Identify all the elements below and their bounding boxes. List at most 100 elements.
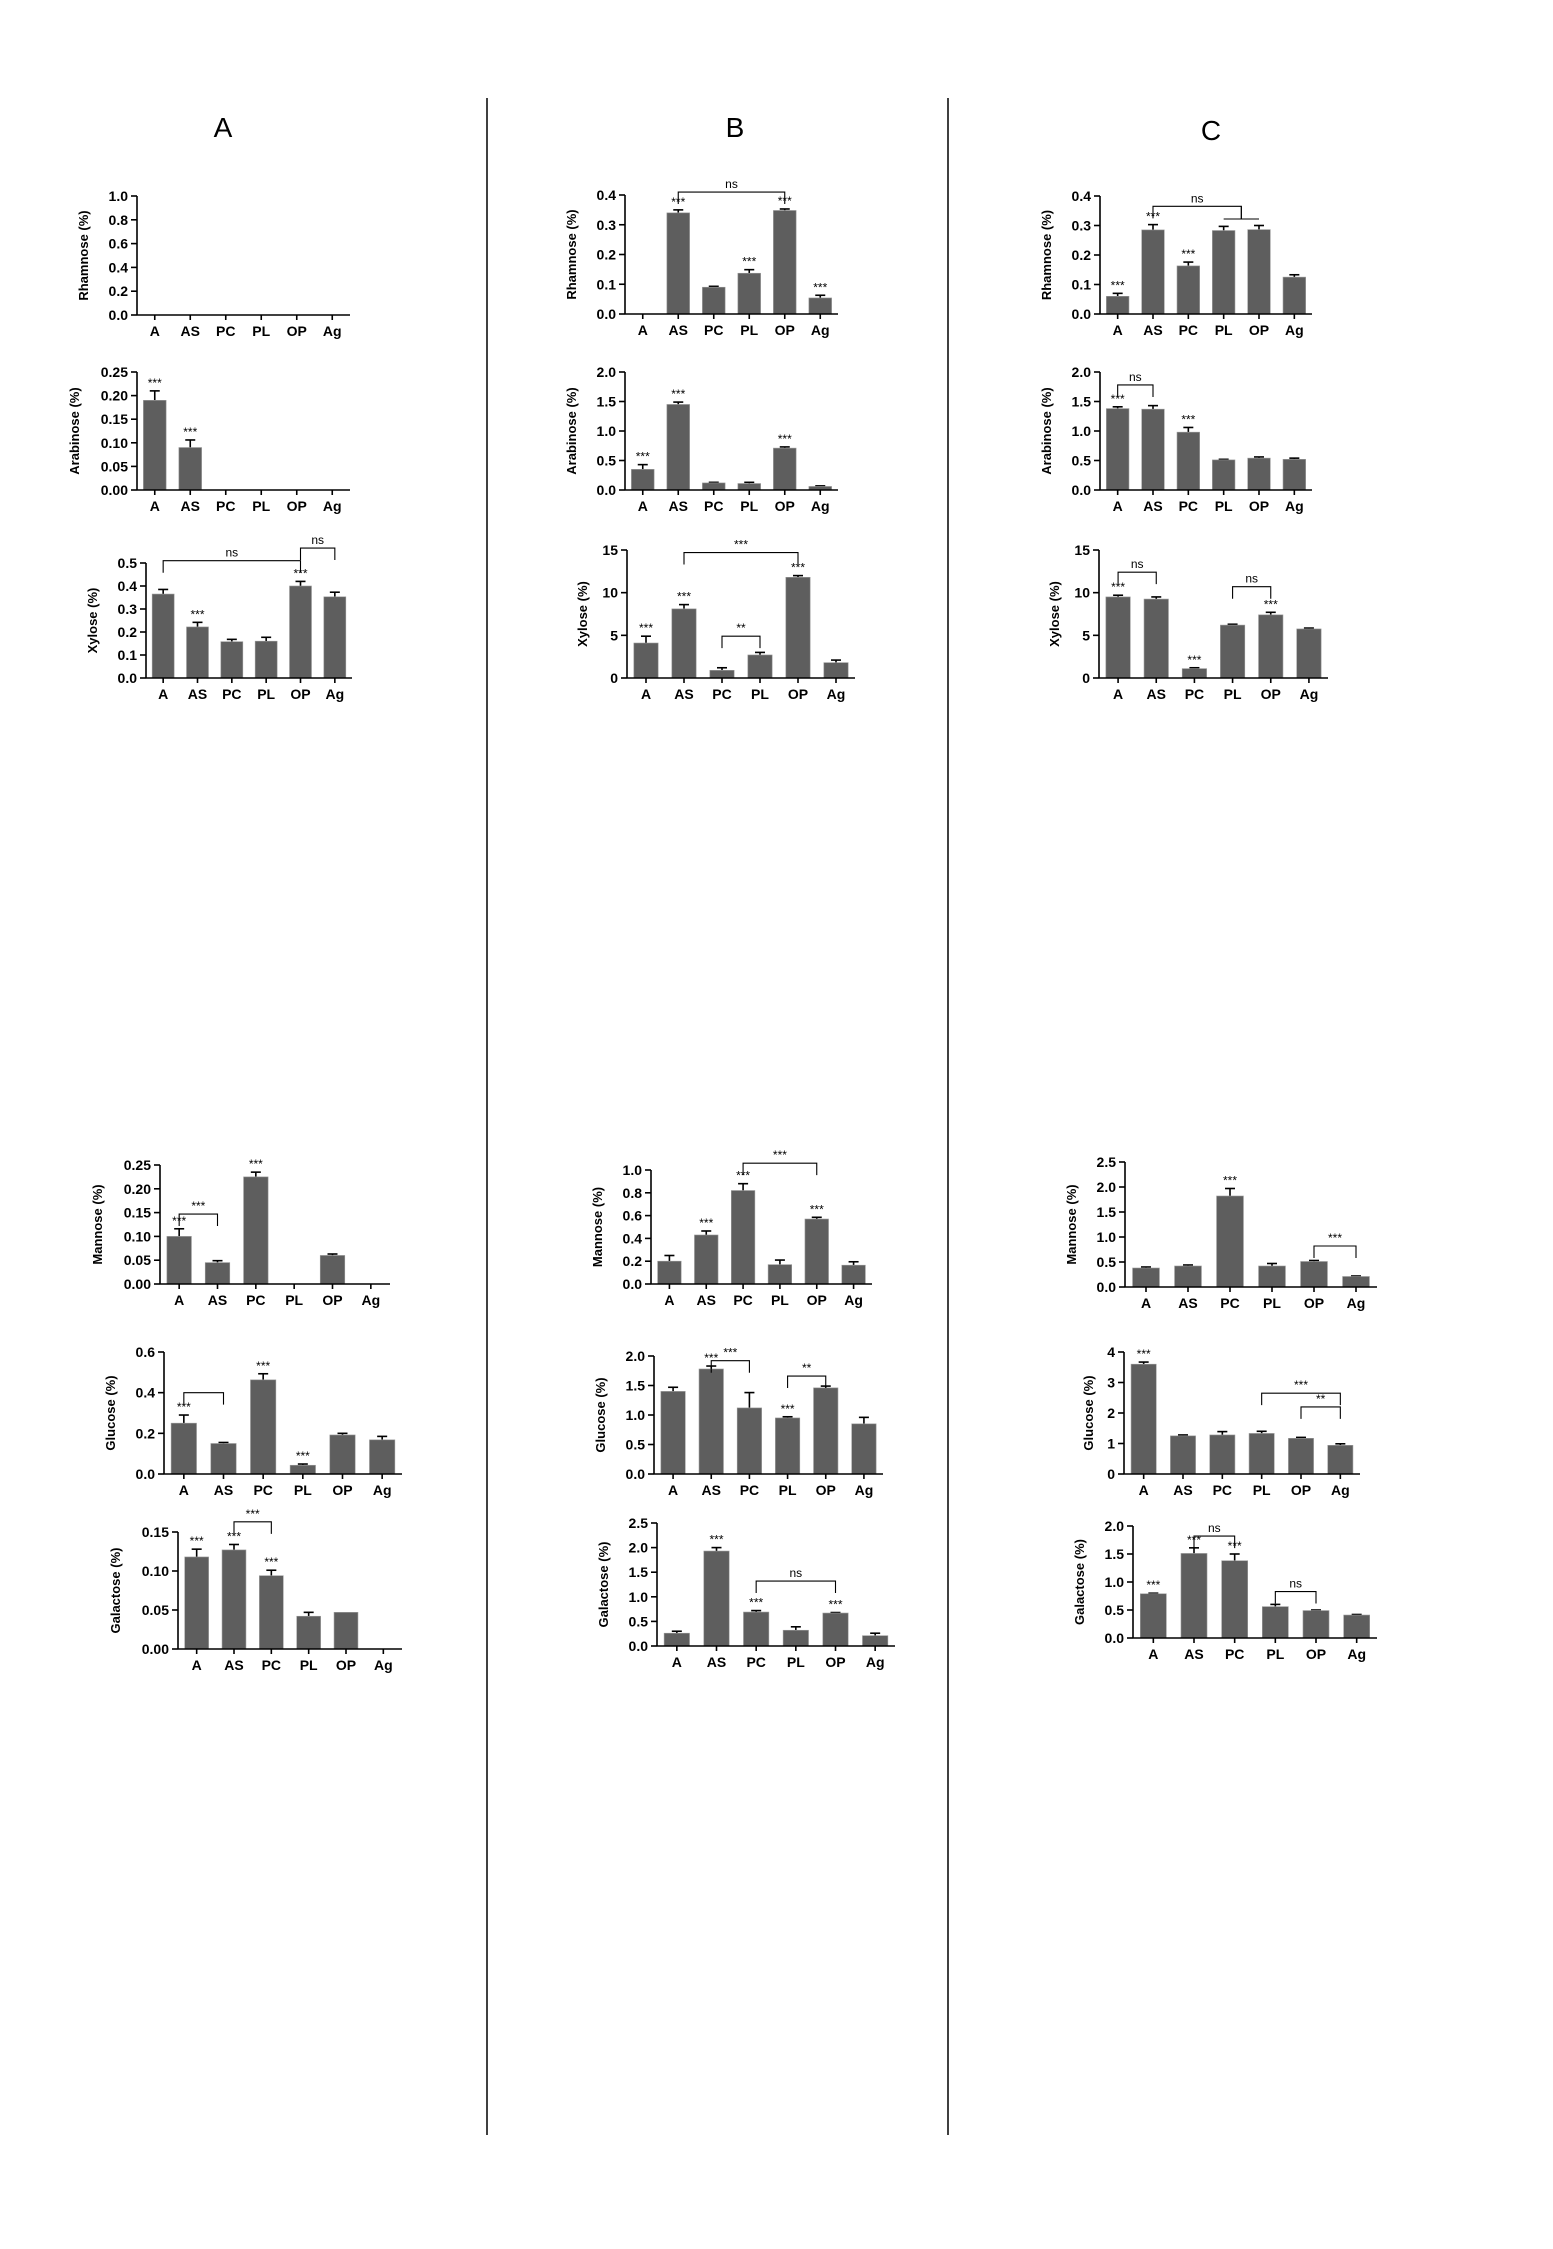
x-tick-label: PL	[300, 1657, 318, 1673]
bar-as	[666, 212, 690, 315]
bar-op	[1247, 457, 1271, 491]
x-tick-label: PC	[246, 1292, 265, 1308]
x-tick-label: A	[1113, 498, 1123, 514]
y-tick-label: 0.2	[118, 624, 138, 640]
y-tick-label: 0	[610, 670, 618, 686]
y-tick-label: 1.0	[623, 1162, 643, 1178]
x-tick-label: OP	[290, 686, 310, 702]
x-tick-label: Ag	[1285, 498, 1304, 514]
significance-label: **	[1316, 1392, 1326, 1406]
bar-op	[333, 1612, 359, 1650]
x-tick-label: PC	[704, 498, 723, 514]
x-tick-label: PC	[1179, 322, 1198, 338]
y-tick-label: 1.0	[597, 423, 617, 439]
bar-pc	[1221, 1560, 1248, 1639]
bar-pl	[1212, 230, 1236, 315]
significance-mark: ***	[1146, 1578, 1160, 1592]
y-axis-label: Galactose (%)	[596, 1542, 611, 1628]
y-tick-label: 15	[1074, 542, 1090, 558]
y-axis-label: Rhamnose (%)	[76, 210, 91, 300]
bar-as	[186, 626, 209, 679]
y-tick-label: 1.0	[109, 188, 129, 204]
y-tick-label: 1.5	[629, 1564, 649, 1580]
y-tick-label: 1.0	[1105, 1574, 1125, 1590]
y-tick-label: 0.00	[101, 482, 128, 498]
chart-a-rhamnose: 0.0 0.2 0.4 0.6 0.8 1.0 A AS PC PL OP Ag Rhamnose (%…	[76, 188, 350, 339]
x-tick-label: A	[174, 1292, 184, 1308]
y-tick-label: 1.5	[597, 394, 617, 410]
x-tick-label: Ag	[323, 498, 342, 514]
x-tick-label: Ag	[325, 686, 344, 702]
y-tick-label: 1.5	[1097, 1204, 1117, 1220]
bar-a	[1132, 1267, 1160, 1288]
y-axis-label: Arabinose (%)	[1039, 387, 1054, 474]
x-tick-label: AS	[1143, 322, 1162, 338]
bar-pl	[1258, 1265, 1286, 1288]
y-tick-label: 0.5	[118, 555, 138, 571]
x-tick-label: A	[638, 322, 648, 338]
x-tick-label: PC	[1185, 686, 1204, 702]
bar-pl	[1248, 1433, 1275, 1475]
significance-mark: ***	[227, 1529, 241, 1543]
y-axis-label: Rhamnose (%)	[1039, 210, 1054, 300]
significance-label: ***	[734, 538, 748, 552]
x-tick-label: PL	[1263, 1295, 1281, 1311]
bar-pc	[702, 286, 726, 315]
significance-mark: ***	[293, 566, 307, 580]
bar-as	[221, 1549, 247, 1650]
bar-as	[178, 447, 202, 491]
significance-mark: ***	[183, 425, 197, 439]
x-tick-label: AS	[669, 498, 688, 514]
x-tick-label: OP	[1306, 1646, 1326, 1662]
y-tick-label: 0.15	[142, 1524, 169, 1540]
bar-a	[143, 400, 167, 491]
significance-label: ns	[1208, 1521, 1221, 1535]
y-tick-label: 0.25	[101, 364, 128, 380]
y-axis-label: Galactose (%)	[108, 1548, 123, 1634]
bar-pc	[1216, 1195, 1244, 1288]
significance-bracket	[1261, 1392, 1341, 1406]
bar-as	[1170, 1435, 1196, 1475]
x-tick-label: AS	[181, 323, 200, 339]
x-tick-label: PL	[1224, 686, 1242, 702]
y-tick-label: 2.5	[1097, 1154, 1117, 1170]
x-tick-label: AS	[214, 1482, 233, 1498]
chart-a-xylose: *** *** 0.0 0.1 0.2 0.3 0.4 0.5 A AS PC PL OP Ag Xylos…	[85, 533, 352, 702]
bar-as	[698, 1368, 724, 1475]
bar-as	[204, 1262, 231, 1285]
bar-ag	[841, 1264, 866, 1285]
significance-label: ns	[225, 546, 238, 560]
significance-mark: ***	[1187, 653, 1201, 667]
bar-a	[1140, 1593, 1167, 1639]
x-tick-label: A	[192, 1657, 202, 1673]
chart-c-arabinose: *** *** 0.0 0.5 1.0 1.5 2.0 A AS PC PL OP Ag Arabinos…	[1039, 364, 1312, 514]
x-tick-label: PC	[712, 686, 731, 702]
x-tick-label: AS	[1178, 1295, 1197, 1311]
bar-op	[1302, 1610, 1330, 1639]
y-axis-label: Xylose (%)	[1047, 581, 1062, 647]
y-tick-label: 0.4	[109, 259, 129, 275]
y-tick-label: 0.0	[1105, 1630, 1125, 1646]
y-tick-label: 0.4	[1072, 188, 1092, 204]
significance-mark: ***	[249, 1157, 263, 1171]
y-tick-label: 0.0	[1097, 1279, 1117, 1295]
significance-label: **	[802, 1361, 812, 1375]
x-tick-label: PC	[1225, 1646, 1244, 1662]
x-tick-label: OP	[1249, 322, 1269, 338]
x-tick-label: PL	[1266, 1646, 1284, 1662]
bar-pl	[1212, 459, 1236, 491]
bar-as	[210, 1443, 237, 1475]
x-tick-label: A	[672, 1654, 682, 1670]
y-tick-label: 2.0	[1105, 1518, 1125, 1534]
x-tick-label: PL	[1215, 498, 1233, 514]
x-tick-label: OP	[807, 1292, 827, 1308]
significance-label: ***	[246, 1507, 260, 1521]
x-tick-label: PC	[1220, 1295, 1239, 1311]
y-tick-label: 5	[610, 627, 618, 643]
y-tick-label: 0.0	[597, 306, 617, 322]
x-tick-label: PC	[222, 686, 241, 702]
panel-label-a: A	[214, 112, 233, 143]
y-tick-label: 2.0	[629, 1540, 649, 1556]
bar-as	[703, 1550, 730, 1647]
